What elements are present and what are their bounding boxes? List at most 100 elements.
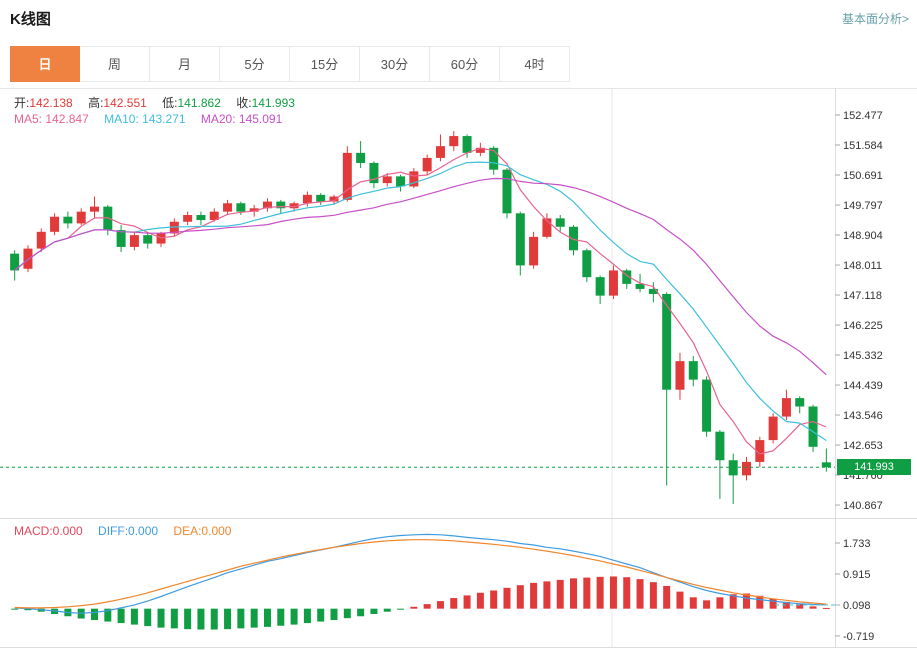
candle-body <box>449 136 459 147</box>
dea-value: DEA:0.000 <box>173 524 232 538</box>
y-axis-label: 147.118 <box>843 290 882 302</box>
candle-body <box>435 146 445 158</box>
macd-hist-bar <box>117 608 125 624</box>
y-axis-label: 151.584 <box>843 140 883 152</box>
macd-hist-bar <box>224 608 232 630</box>
candle-body <box>209 211 219 221</box>
macd-hist-bar <box>157 608 165 628</box>
candle-body <box>515 213 525 266</box>
macd-hist-bar <box>397 608 405 610</box>
kline-chart-svg[interactable]: 152.477 151.584 150.691 149.797 148.904 148.0… <box>0 88 917 650</box>
macd-hist-bar <box>596 576 604 609</box>
ma5-value: 142.847 <box>45 112 89 126</box>
candle-body <box>728 460 738 476</box>
candle-body <box>103 206 113 231</box>
candle-body <box>276 201 286 209</box>
candle-body <box>529 236 539 266</box>
y-axis-label: 0.098 <box>843 600 871 612</box>
tab-4hour[interactable]: 4时 <box>500 46 570 82</box>
ma20-value: 145.091 <box>238 112 283 126</box>
right-axis: 152.477 151.584 150.691 149.797 148.904 148.0… <box>0 88 917 648</box>
tab-5min[interactable]: 5分 <box>220 46 290 82</box>
y-axis-label: 0.915 <box>843 569 871 581</box>
macd-hist-bar <box>556 579 564 609</box>
candle-body <box>688 361 698 380</box>
candle-body <box>356 152 366 163</box>
candle-body <box>329 196 339 202</box>
macd-hist-bar <box>463 595 471 609</box>
candle-body <box>569 226 579 251</box>
candle-body <box>742 461 752 476</box>
candle-body <box>489 147 499 170</box>
tab-daily[interactable]: 日 <box>10 46 80 82</box>
macd-info: MACD:0.000 DIFF:0.000 DEA:0.000 <box>14 524 243 538</box>
macd-hist-bar <box>782 601 790 609</box>
macd-hist-bar <box>343 608 351 619</box>
candle-body <box>555 218 565 227</box>
candle-body <box>462 136 472 153</box>
candle-body <box>542 218 552 237</box>
macd-hist-bar <box>743 593 751 609</box>
fundamental-analysis-link[interactable]: 基本面分析> <box>841 12 909 26</box>
macd-hist-bar <box>170 608 178 629</box>
tab-30min[interactable]: 30分 <box>360 46 430 82</box>
candle-body <box>169 221 179 234</box>
macd-hist-bar <box>250 608 258 628</box>
macd-hist-bar <box>543 581 551 609</box>
macd-hist-bar <box>503 587 511 609</box>
candle-body <box>821 462 831 468</box>
ma-info: MA5: 142.847 MA10: 143.271 MA20: 145.091 <box>14 112 294 126</box>
candle-body <box>89 206 99 212</box>
macd-hist-bar <box>476 592 484 609</box>
y-axis-label: 144.439 <box>843 380 883 392</box>
candle-body <box>475 147 485 153</box>
y-axis-label: 148.904 <box>843 230 883 242</box>
kline-chart-area[interactable]: 152.477 151.584 150.691 149.797 148.904 148.0… <box>0 88 917 650</box>
candle-body <box>675 361 685 390</box>
candle-body <box>702 379 712 432</box>
candle-body <box>302 194 312 204</box>
page-title: K线图 <box>10 11 51 28</box>
macd-panel <box>11 533 835 630</box>
candle-body <box>50 216 60 232</box>
y-axis-label: 150.691 <box>843 170 883 182</box>
tab-monthly[interactable]: 月 <box>150 46 220 82</box>
macd-hist-bar <box>317 608 325 622</box>
y-axis-label: 140.867 <box>843 500 883 512</box>
macd-hist-bar <box>383 608 391 612</box>
candle-body <box>316 194 326 202</box>
macd-hist-bar <box>370 608 378 614</box>
low-label: 低: <box>162 96 178 110</box>
y-axis-label: 1.733 <box>843 538 871 550</box>
tab-weekly[interactable]: 周 <box>80 46 150 82</box>
candle-body <box>369 162 379 184</box>
macd-hist-bar <box>769 598 777 609</box>
macd-hist-bar <box>490 590 498 609</box>
candle-body <box>795 398 805 407</box>
macd-hist-bar <box>197 608 205 630</box>
macd-hist-bar <box>303 608 311 624</box>
candle-body <box>781 398 791 417</box>
tab-15min[interactable]: 15分 <box>290 46 360 82</box>
macd-hist-bar <box>689 597 697 609</box>
macd-hist-bar <box>436 601 444 609</box>
last-price-badge: 141.993 <box>837 459 911 476</box>
y-axis-label: 152.477 <box>843 110 883 122</box>
macd-hist-bar <box>530 582 538 609</box>
y-axis-label: 146.225 <box>843 320 883 332</box>
macd-hist-bar <box>130 608 138 625</box>
candle-body <box>156 233 166 244</box>
macd-hist-bar <box>90 608 98 621</box>
macd-hist-bar <box>290 608 298 625</box>
macd-hist-bar <box>649 582 657 609</box>
ma5-label: MA5: <box>14 112 43 126</box>
macd-hist-bar <box>583 577 591 609</box>
candle-body <box>502 169 512 214</box>
macd-hist-bar <box>277 608 285 626</box>
candle-body <box>768 416 778 441</box>
macd-hist-bar <box>623 577 631 609</box>
ma20-line <box>14 177 827 376</box>
tab-60min[interactable]: 60分 <box>430 46 500 82</box>
candle-body <box>382 176 392 184</box>
tab-bar: 日周月 5分 15分 30分 60分 4时 <box>10 46 570 84</box>
